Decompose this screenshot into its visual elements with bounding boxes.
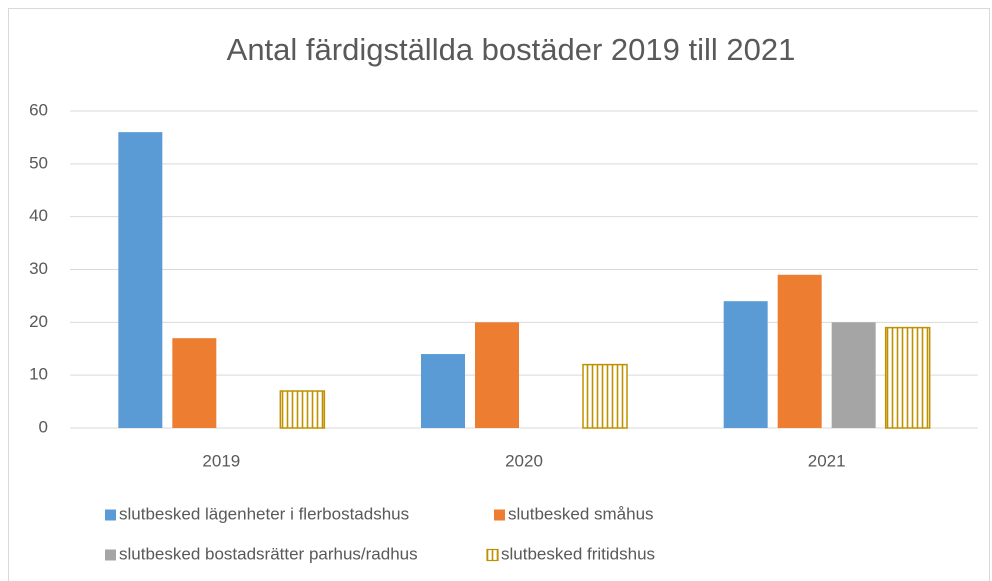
bar — [884, 326, 931, 429]
legend-swatch — [494, 509, 505, 521]
y-tick-label: 50 — [29, 153, 48, 172]
chart-border — [8, 8, 990, 581]
legend-label: slutbesked fritidshus — [501, 544, 655, 563]
legend-swatch — [105, 549, 116, 561]
y-tick-label: 20 — [29, 312, 48, 331]
bar — [279, 390, 326, 429]
y-tick-label: 0 — [39, 417, 48, 436]
bar — [582, 363, 628, 429]
bar — [421, 354, 465, 428]
bar — [723, 301, 768, 428]
bar — [831, 322, 876, 428]
legend-label: slutbesked bostadsrätter parhus/radhus — [119, 544, 418, 563]
bar — [475, 322, 519, 428]
y-tick-label: 10 — [29, 365, 48, 384]
legend-swatch — [486, 548, 499, 562]
y-tick-label: 60 — [29, 100, 48, 119]
y-tick-label: 30 — [29, 259, 48, 278]
legend-label: slutbesked lägenheter i flerbostadshus — [119, 504, 409, 523]
bar — [777, 274, 822, 428]
y-tick-label: 40 — [29, 206, 48, 225]
x-tick-label: 2019 — [202, 451, 240, 470]
bar — [172, 338, 217, 428]
x-tick-label: 2021 — [808, 451, 846, 470]
x-tick-label: 2020 — [505, 451, 543, 470]
legend-swatch — [105, 509, 116, 521]
chart-title: Antal färdigställda bostäder 2019 till 2… — [227, 32, 796, 67]
bar — [118, 132, 163, 428]
legend-label: slutbesked småhus — [508, 504, 654, 523]
